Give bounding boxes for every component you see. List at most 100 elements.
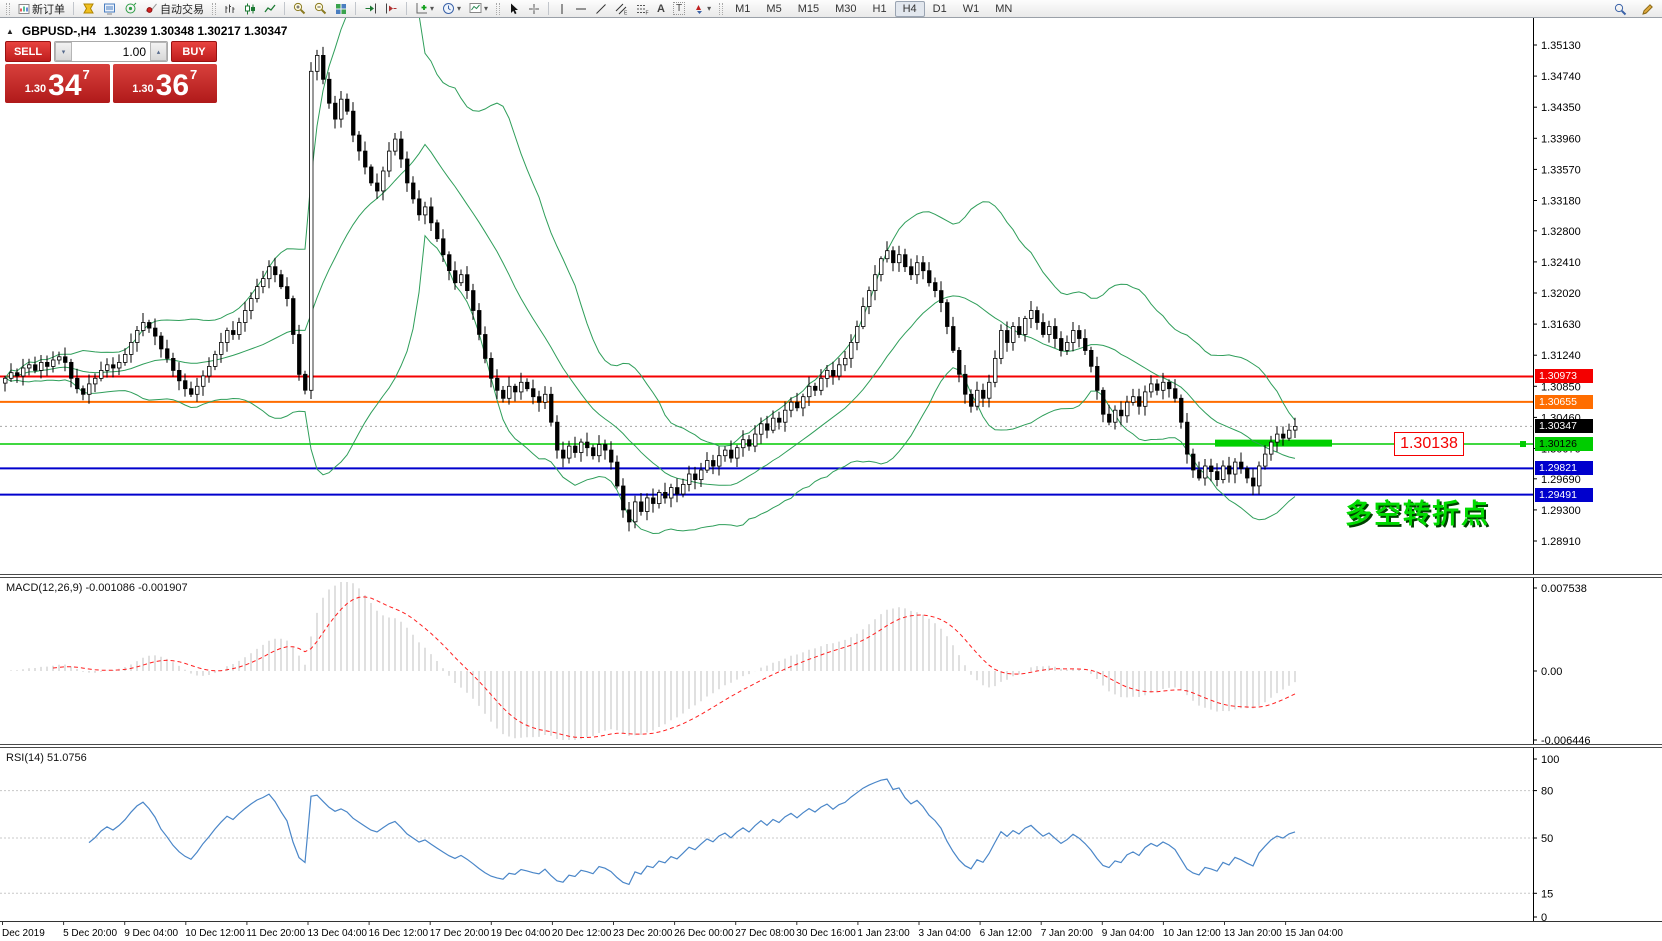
macd-panel-canvas[interactable]: 0.007538 0.00 -0.006446 (0, 578, 1662, 744)
svg-text:1.32020: 1.32020 (1541, 288, 1581, 300)
timeframe-m5[interactable]: M5 (766, 2, 782, 15)
svg-text:15: 15 (1541, 888, 1553, 900)
fibonacci-tool-button[interactable]: F (632, 0, 653, 17)
timeframe-mn[interactable]: MN (995, 2, 1013, 15)
signals-button[interactable] (120, 0, 141, 17)
cursor-button[interactable] (504, 0, 524, 17)
autotrade-icon (145, 2, 158, 15)
toolbar-separator (548, 2, 550, 15)
volume-increase-button[interactable]: ▴ (150, 42, 167, 61)
svg-text:13 Dec 04:00: 13 Dec 04:00 (308, 928, 368, 939)
auto-scroll-button[interactable] (360, 0, 381, 17)
volume-input[interactable] (72, 42, 150, 61)
svg-text:19 Dec 04:00: 19 Dec 04:00 (491, 928, 551, 939)
toolbar-grip[interactable] (212, 2, 216, 15)
svg-text:1.29300: 1.29300 (1541, 505, 1581, 517)
toolbar-grip[interactable] (6, 2, 10, 15)
panel-separator[interactable] (0, 744, 1662, 748)
bollinger-bands (4, 18, 1296, 535)
time-axis[interactable]: Dec 2019 5 Dec 20:00 9 Dec 04:00 10 Dec 12:… (0, 921, 1662, 941)
timeframe-h4[interactable]: H4 (894, 0, 925, 17)
volume-decrease-button[interactable]: ▾ (55, 42, 72, 61)
arrows-tool-button[interactable]: ▾ (689, 0, 715, 17)
tile-windows-button[interactable] (331, 0, 351, 17)
price-tag: 1.30347 (1535, 419, 1593, 434)
search-button[interactable] (1610, 1, 1631, 18)
timeframe-w1[interactable]: W1 (962, 2, 980, 15)
toolbar-grip[interactable] (719, 2, 724, 15)
price-tag: 1.30126 (1535, 437, 1593, 452)
toolbar-grip[interactable] (496, 2, 501, 15)
sell-button[interactable]: SELL (5, 41, 51, 62)
chart-shift-button[interactable] (381, 0, 402, 17)
svg-text:0.007538: 0.007538 (1541, 583, 1587, 595)
svg-text:1.33180: 1.33180 (1541, 195, 1581, 207)
candles[interactable] (3, 46, 1298, 532)
buy-price-panel[interactable]: 1.30 36 7 (112, 64, 217, 103)
sell-price-panel[interactable]: 1.30 34 7 (5, 64, 110, 103)
svg-text:13 Jan 20:00: 13 Jan 20:00 (1224, 928, 1282, 939)
vertical-line-tool-button[interactable] (553, 0, 571, 17)
svg-text:10 Jan 12:00: 10 Jan 12:00 (1163, 928, 1221, 939)
timeframe-m1[interactable]: M1 (735, 2, 751, 15)
templates-button[interactable]: ▾ (465, 0, 492, 17)
market-depth-icon (103, 2, 116, 15)
price-annotation[interactable]: 1.30138 (1394, 432, 1464, 456)
chevron-down-icon: ▾ (457, 3, 462, 13)
svg-text:F: F (646, 10, 649, 15)
main-chart-canvas[interactable]: 1.35130 1.34740 1.34350 1.33960 1.33570 1.331… (0, 18, 1662, 574)
svg-text:23 Dec 20:00: 23 Dec 20:00 (613, 928, 673, 939)
new-order-button[interactable]: 新订单 (14, 0, 69, 17)
horizontal-line-icon (575, 3, 587, 15)
rsi-axis: 100 80 50 15 0 (1533, 748, 1559, 921)
panel-separator[interactable] (0, 574, 1662, 578)
bar-chart-mode-button[interactable] (220, 0, 240, 17)
text-label-tool-button[interactable]: T (669, 0, 689, 17)
autotrade-button[interactable]: 自动交易 (141, 0, 208, 17)
chart-title: ▲ GBPUSD-,H4 1.30239 1.30348 1.30217 1.3… (6, 24, 287, 38)
sell-price-pipette: 7 (82, 67, 90, 82)
chevron-down-icon: ▾ (430, 3, 435, 13)
timeframe-d1[interactable]: D1 (932, 2, 947, 15)
cursor-icon (508, 3, 520, 15)
periods-button[interactable]: ▾ (438, 0, 465, 17)
price-axis: 1.35130 1.34740 1.34350 1.33960 1.33570 1.331… (1533, 18, 1581, 574)
buy-price-prefix: 1.30 (132, 83, 154, 95)
svg-text:1.33570: 1.33570 (1541, 164, 1581, 176)
zoom-out-button[interactable] (310, 0, 331, 17)
rsi-panel-canvas[interactable]: 100 80 50 15 0 (0, 748, 1662, 921)
zoom-in-button[interactable] (289, 0, 310, 17)
timeframe-h1[interactable]: H1 (872, 2, 887, 15)
horizontal-line-tool-button[interactable] (571, 0, 591, 17)
ticker-button[interactable] (78, 0, 99, 17)
macd-label: MACD(12,26,9) -0.001086 -0.001907 (6, 582, 188, 594)
market-depth-button[interactable] (99, 0, 120, 17)
zoom-in-icon (293, 2, 306, 15)
text-tool-button[interactable]: A (653, 0, 669, 17)
price-tag: 1.30973 (1535, 369, 1593, 384)
bar-chart-icon (224, 3, 236, 15)
edit-button[interactable] (1637, 1, 1658, 18)
timeframe-m15[interactable]: M15 (797, 2, 820, 15)
trendline-tool-button[interactable] (591, 0, 611, 17)
buy-button[interactable]: BUY (171, 41, 217, 62)
new-order-icon (18, 3, 30, 15)
buy-price-main: 36 (155, 69, 190, 102)
svg-text:1.32410: 1.32410 (1541, 257, 1581, 269)
collapse-triangle-icon[interactable]: ▲ (6, 26, 14, 36)
svg-text:1.29690: 1.29690 (1541, 474, 1581, 486)
chevron-down-icon: ▾ (707, 3, 712, 13)
indicators-button[interactable]: ▾ (411, 0, 438, 17)
svg-text:1.31630: 1.31630 (1541, 319, 1581, 331)
svg-text:3 Jan 04:00: 3 Jan 04:00 (919, 928, 972, 939)
line-chart-mode-button[interactable] (260, 0, 280, 17)
equidistant-channel-tool-button[interactable]: E (611, 0, 632, 17)
candlestick-mode-button[interactable] (240, 0, 260, 17)
timeframe-m30[interactable]: M30 (835, 2, 857, 15)
svg-text:1.34350: 1.34350 (1541, 102, 1581, 114)
pencil-icon (1641, 3, 1654, 16)
ticker-icon (82, 2, 95, 15)
crosshair-button[interactable] (524, 0, 544, 17)
arrows-icon (693, 3, 705, 15)
turning-point-note[interactable]: 多空转折点 (1345, 499, 1490, 529)
